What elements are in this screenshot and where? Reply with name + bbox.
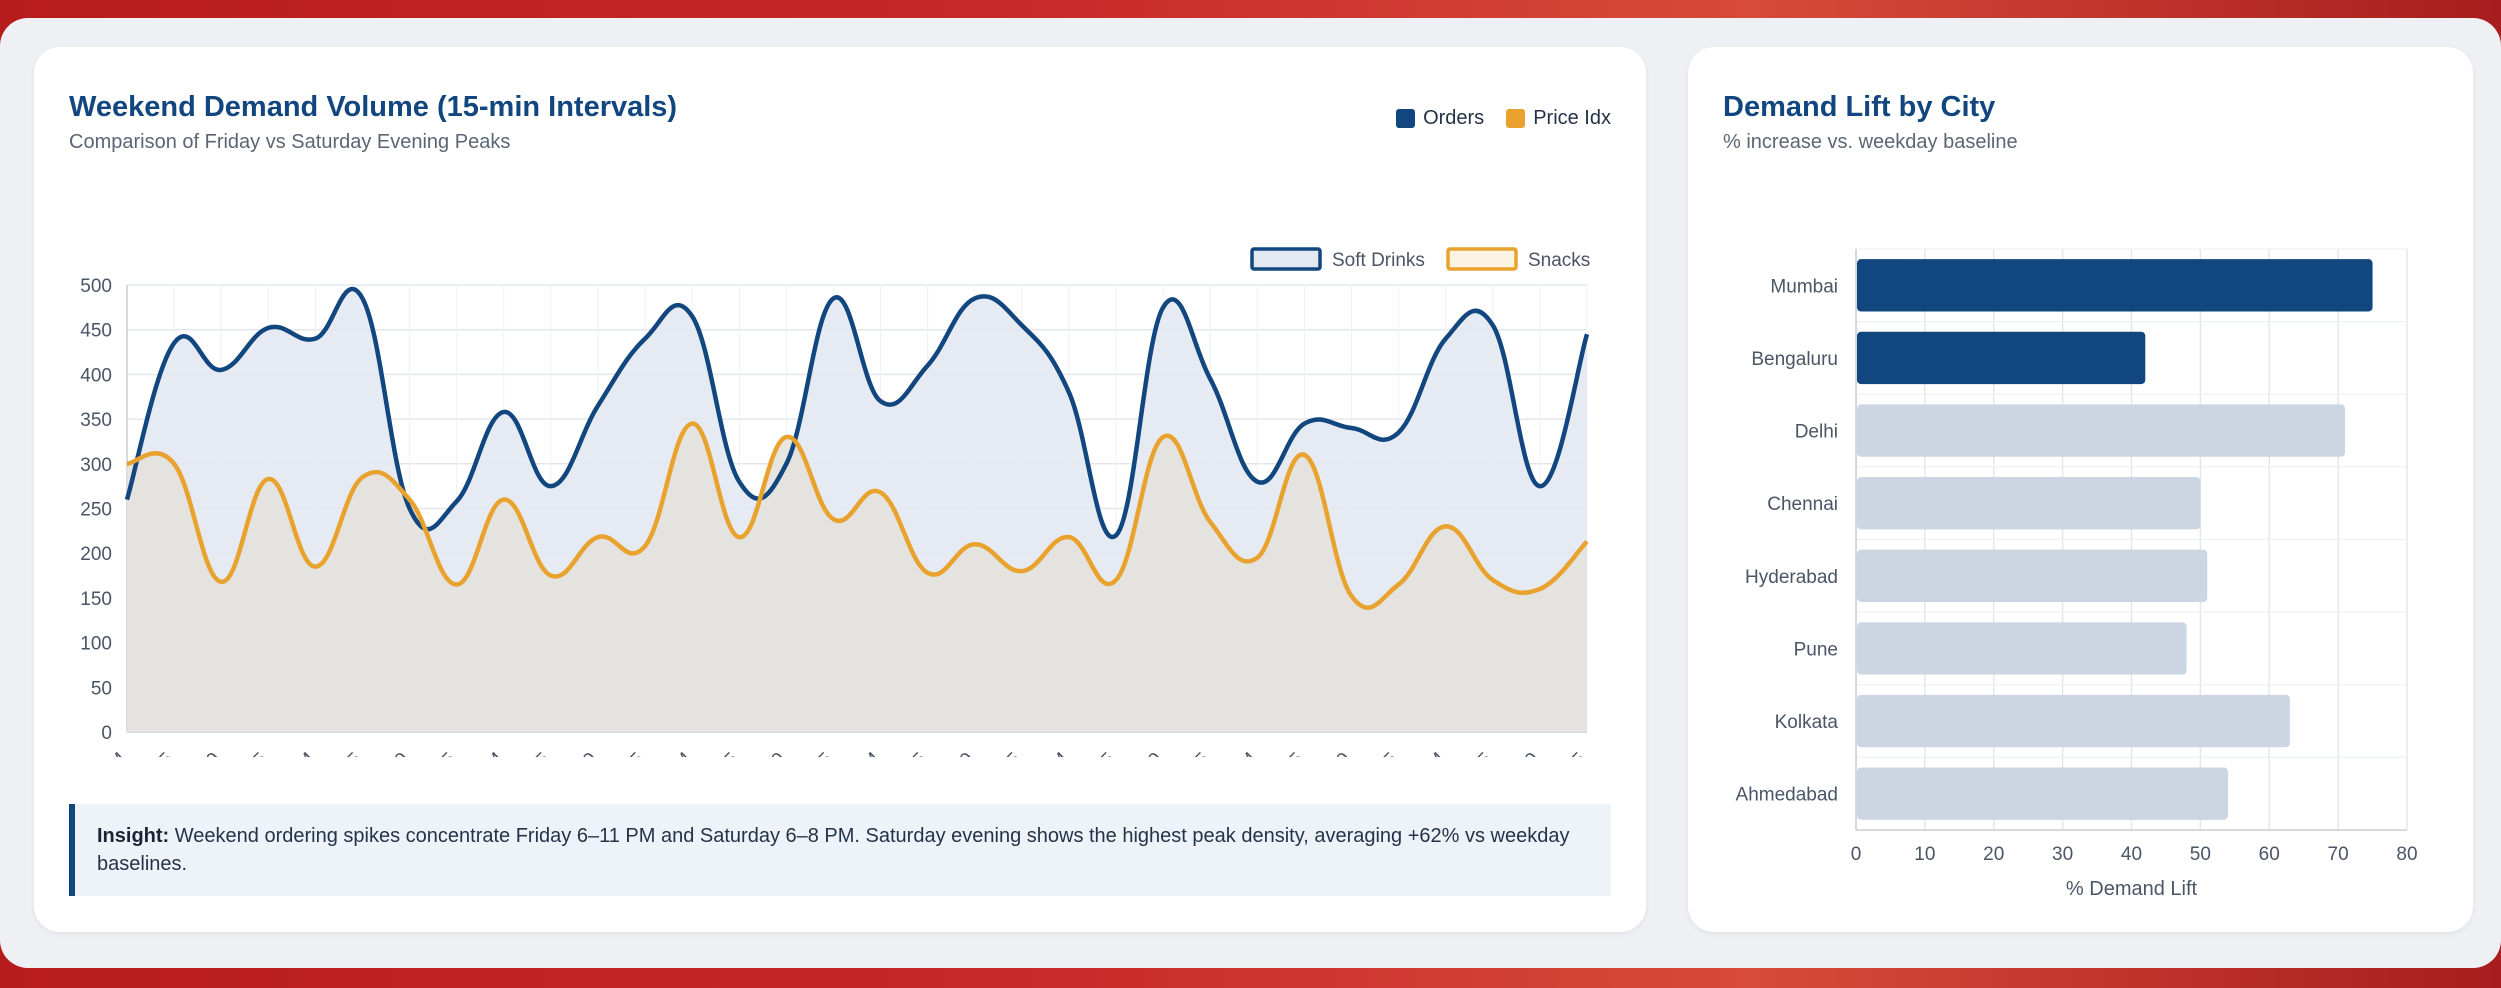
y-tick-label: 50	[91, 678, 112, 699]
x-tick-label: 6:45	[419, 749, 460, 757]
x-tick-label: 7:30	[1314, 749, 1355, 757]
x-tick-label: 5:45	[231, 749, 272, 757]
x-tick-label: 7:45	[1361, 749, 1402, 757]
y-tick-label: 450	[80, 321, 112, 342]
insight-callout: Insight: Weekend ordering spikes concent…	[69, 804, 1611, 896]
city-label: Delhi	[1795, 422, 1838, 443]
y-tick-label: 100	[80, 634, 112, 655]
x-tick-label: 0	[1851, 844, 1862, 865]
x-tick-label: 8:45	[1550, 749, 1591, 757]
city-label: Pune	[1794, 639, 1838, 660]
x-tick-label: 20	[1983, 844, 2004, 865]
bar-mumbai[interactable]	[1857, 259, 2373, 312]
x-tick-label: 7:15	[1267, 749, 1308, 757]
x-tick-label: 5:15	[890, 749, 931, 757]
x-tick-label: Fri 7PM	[445, 749, 507, 757]
y-tick-label: 150	[80, 589, 112, 610]
y-tick-label: 0	[101, 723, 112, 744]
x-axis-title: % Demand Lift	[2066, 878, 2198, 897]
price-idx-legend-label[interactable]: Price Idx	[1533, 107, 1611, 129]
x-tick-label: 8:45	[796, 749, 837, 757]
x-tick-label: 7:30	[561, 749, 602, 757]
x-tick-label: 6:15	[325, 749, 366, 757]
weekend-demand-card: Weekend Demand Volume (15-min Intervals)…	[34, 47, 1646, 932]
x-tick-label: 6:30	[1126, 749, 1167, 757]
city-label: Bengaluru	[1751, 349, 1838, 370]
orders-legend-swatch	[1396, 109, 1416, 128]
snacks-legend-label[interactable]: Snacks	[1528, 250, 1590, 271]
insight-label: Insight:	[97, 825, 170, 847]
x-tick-label: 6:30	[372, 749, 413, 757]
soft-drinks-legend-label[interactable]: Soft Drinks	[1332, 250, 1425, 271]
bar-hyderabad[interactable]	[1857, 549, 2208, 602]
y-tick-label: 200	[80, 544, 112, 565]
x-tick-label: 30	[2052, 844, 2073, 865]
x-tick-label: 8:30	[749, 749, 790, 757]
weekend-demand-subtitle: Comparison of Friday vs Saturday Evening…	[69, 131, 511, 153]
x-tick-label: 8:15	[702, 749, 743, 757]
bar-ahmedabad[interactable]	[1857, 767, 2228, 820]
weekend-demand-chart: 0 50 100 150 200 250 300 350 400 450 500 Fri 5PM 5:…	[69, 247, 1591, 757]
y-tick-label: 500	[80, 276, 112, 297]
x-tick-label: 5:30	[184, 749, 225, 757]
soft-drinks-line[interactable]	[124, 286, 1590, 540]
x-tick-label: 5:30	[937, 749, 978, 757]
x-tick-label: 70	[2328, 844, 2349, 865]
y-tick-label: 250	[80, 500, 112, 521]
x-tick-label: 7:15	[513, 749, 554, 757]
x-tick-label: 80	[2396, 844, 2417, 865]
x-tick-label: 6:45	[1173, 749, 1214, 757]
demand-lift-subtitle: % increase vs. weekday baseline	[1723, 131, 2018, 153]
city-label: Ahmedabad	[1736, 785, 1838, 806]
x-tick-label: Fri 8PM	[634, 749, 696, 757]
x-tick-label: Fri 6PM	[257, 749, 319, 757]
demand-lift-chart: Mumbai Bengaluru Delhi Chennai Hyderabad Pune…	[1736, 248, 2418, 897]
x-tick-label: 6:15	[1079, 749, 1120, 757]
x-tick-label: 10	[1914, 844, 1935, 865]
x-tick-label: Fri 5PM	[69, 749, 131, 757]
snacks-legend-swatch	[1446, 247, 1518, 271]
demand-lift-title: Demand Lift by City	[1723, 91, 1996, 123]
demand-lift-card: Demand Lift by City % increase vs. weekd…	[1688, 47, 2473, 932]
snacks-area	[127, 423, 1587, 732]
soft-drinks-legend-swatch	[1250, 247, 1322, 271]
city-label: Chennai	[1767, 494, 1838, 515]
x-tick-label: 7:45	[608, 749, 649, 757]
header-legend: Orders Price Idx	[1396, 107, 1611, 130]
snacks-line[interactable]	[126, 421, 1589, 610]
x-tick-label: 40	[2121, 844, 2142, 865]
bar-pune[interactable]	[1857, 622, 2187, 675]
x-tick-label: 60	[2259, 844, 2280, 865]
bar-kolkata[interactable]	[1857, 694, 2290, 748]
bar-bengaluru[interactable]	[1857, 331, 2146, 385]
bar-delhi[interactable]	[1857, 404, 2346, 457]
x-tick-label: 8:15	[1455, 749, 1496, 757]
city-label: Kolkata	[1775, 712, 1839, 733]
weekend-demand-title: Weekend Demand Volume (15-min Intervals)	[69, 91, 678, 123]
x-tick-label: 5:15	[137, 749, 178, 757]
city-label: Hyderabad	[1745, 567, 1838, 588]
x-tick-label: 5:45	[984, 749, 1025, 757]
y-tick-label: 300	[80, 455, 112, 476]
insight-text: Weekend ordering spikes concentrate Frid…	[97, 825, 1570, 875]
y-tick-label: 400	[80, 365, 112, 386]
orders-legend-label[interactable]: Orders	[1423, 107, 1485, 129]
bar-chennai[interactable]	[1857, 477, 2201, 530]
price-idx-legend-swatch	[1506, 109, 1526, 128]
x-tick-label: 8:30	[1502, 749, 1543, 757]
x-tick-label: 50	[2190, 844, 2211, 865]
city-label: Mumbai	[1770, 276, 1838, 297]
y-tick-label: 350	[80, 410, 112, 431]
